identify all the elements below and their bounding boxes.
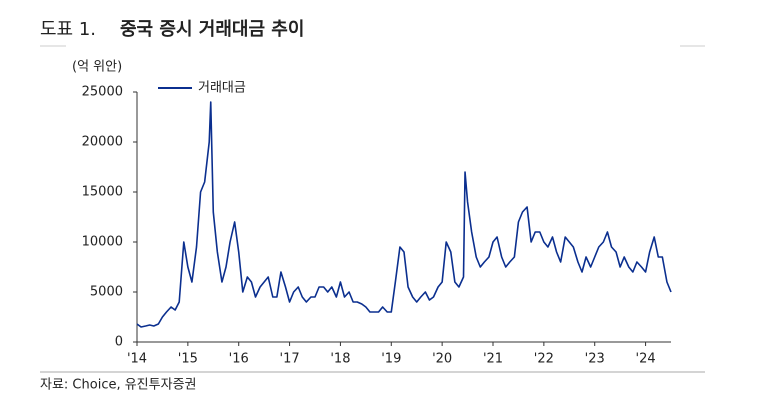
y-tick-label: 15000 [82,185,123,200]
x-tick-label: '21 [483,352,503,367]
y-tick-label: 10000 [82,235,123,250]
x-tick-label: '23 [585,352,605,367]
x-tick-label: '17 [280,352,300,367]
x-tick-label: '14 [127,352,147,367]
y-tick-label: 5000 [90,285,123,300]
x-tick-label: '16 [229,352,249,367]
y-tick-label: 20000 [82,135,123,150]
x-tick-label: '24 [636,352,656,367]
legend-label: 거래대금 [198,81,246,96]
figure-title: 중국 증시 거래대금 추이 [120,19,304,40]
y-axis-label: (억 위안) [72,60,122,75]
x-tick-label: '19 [381,352,401,367]
x-tick-label: '18 [330,352,350,367]
data-line [136,101,672,328]
y-tick-label: 25000 [82,85,123,100]
x-tick-label: '20 [432,352,452,367]
source: 자료: Choice, 유진투자증권 [40,378,196,393]
x-tick-label: '22 [534,352,554,367]
y-tick-label: 0 [115,335,123,350]
figure-label: 도표 1. [40,19,96,40]
x-tick-label: '15 [178,352,198,367]
